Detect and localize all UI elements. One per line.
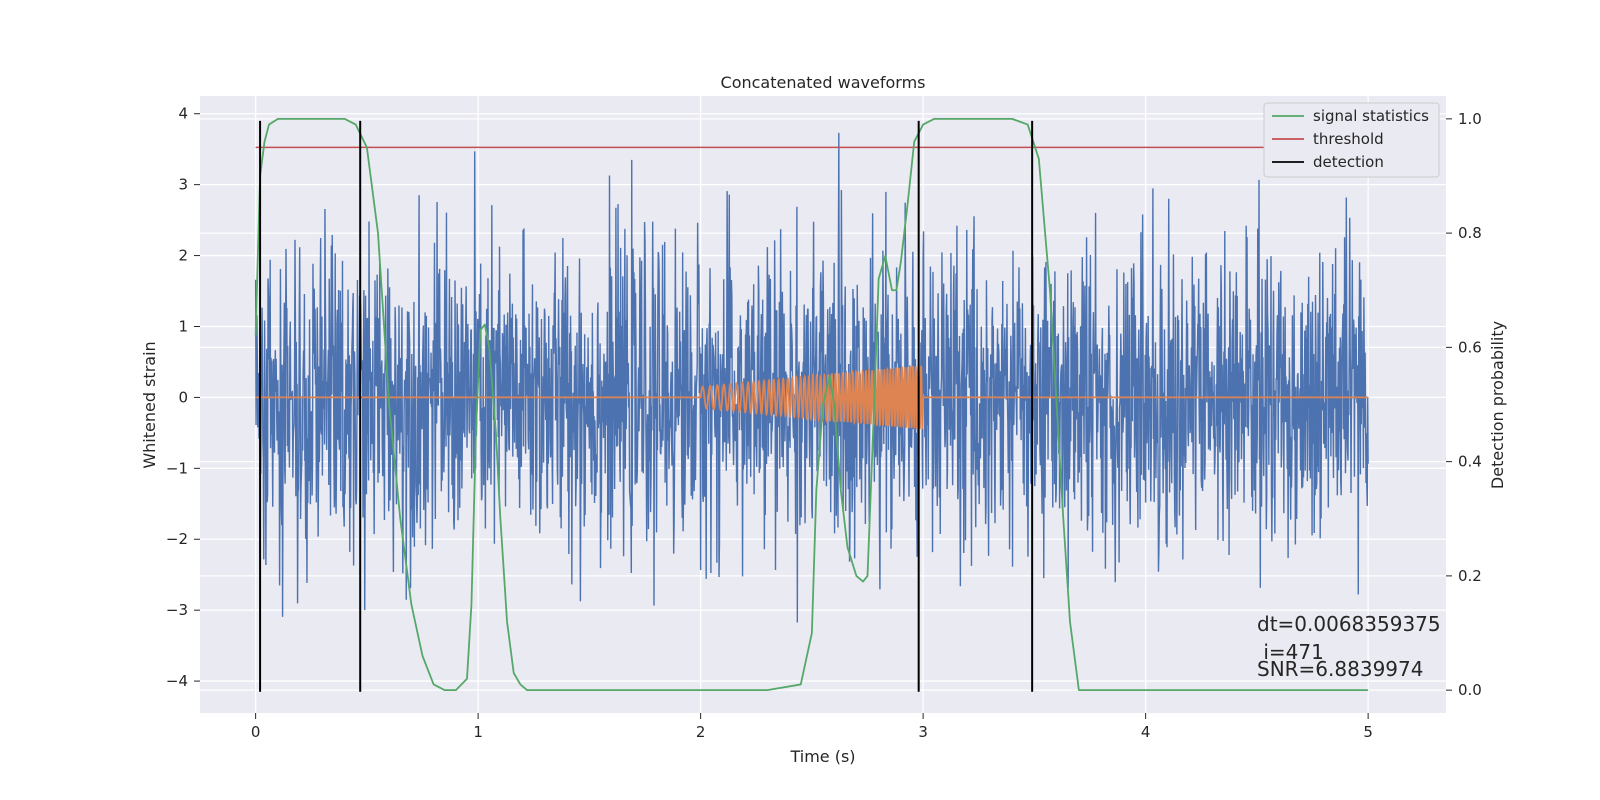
y2-tick-label: 1.0 bbox=[1458, 110, 1482, 128]
legend-label-detection: detection bbox=[1313, 153, 1384, 171]
x-tick-label: 4 bbox=[1141, 723, 1151, 741]
legend-label-threshold: threshold bbox=[1313, 130, 1384, 148]
y2-tick-label: 0.2 bbox=[1458, 567, 1482, 585]
y-tick-label: −2 bbox=[166, 530, 188, 548]
y-tick-label: −3 bbox=[166, 601, 188, 619]
x-tick-label: 1 bbox=[473, 723, 483, 741]
annotation-i: i=471 bbox=[1257, 640, 1324, 664]
chart-title: Concatenated waveforms bbox=[721, 73, 926, 92]
y2-tick-label: 0.0 bbox=[1458, 681, 1482, 699]
annotation: dt=0.0068359375 i=471 SNR=6.8839974 bbox=[1257, 612, 1441, 681]
axis-layer: 0 1 2 3 4 5 4 3 2 1 0 −1 −2 −3 −4 1.0 0.8 0.6 0.4 0.2 0.0 bbox=[166, 105, 1482, 741]
data-layer bbox=[254, 117, 1369, 692]
legend: signal statistics threshold detection bbox=[1263, 102, 1440, 178]
y-tick-label: 4 bbox=[178, 105, 188, 123]
y-tick-label: 3 bbox=[178, 176, 188, 194]
x-tick-label: 0 bbox=[251, 723, 261, 741]
y2-tick-label: 0.8 bbox=[1458, 224, 1482, 242]
y-tick-label: 2 bbox=[178, 247, 188, 265]
y-tick-label: −1 bbox=[166, 459, 188, 477]
y-tick-label: −4 bbox=[166, 672, 188, 690]
y2-axis-label: Detection probability bbox=[1488, 321, 1507, 489]
y-tick-label: 1 bbox=[178, 317, 188, 335]
x-axis-label: Time (s) bbox=[789, 747, 855, 766]
y-axis-label: Whitened strain bbox=[140, 341, 159, 468]
strain-noise-line bbox=[254, 132, 1369, 623]
y2-tick-label: 0.4 bbox=[1458, 453, 1482, 471]
annotation-snr: SNR=6.8839974 bbox=[1257, 657, 1423, 681]
y-tick-label: 0 bbox=[178, 388, 188, 406]
legend-label-signal-statistics: signal statistics bbox=[1313, 107, 1429, 125]
x-tick-label: 2 bbox=[696, 723, 706, 741]
legend-box bbox=[1263, 102, 1440, 178]
x-tick-label: 5 bbox=[1363, 723, 1373, 741]
y2-tick-label: 0.6 bbox=[1458, 338, 1482, 356]
injected-waveform-line bbox=[255, 363, 1369, 430]
x-tick-label: 3 bbox=[918, 723, 928, 741]
annotation-dt: dt=0.0068359375 bbox=[1257, 612, 1441, 636]
